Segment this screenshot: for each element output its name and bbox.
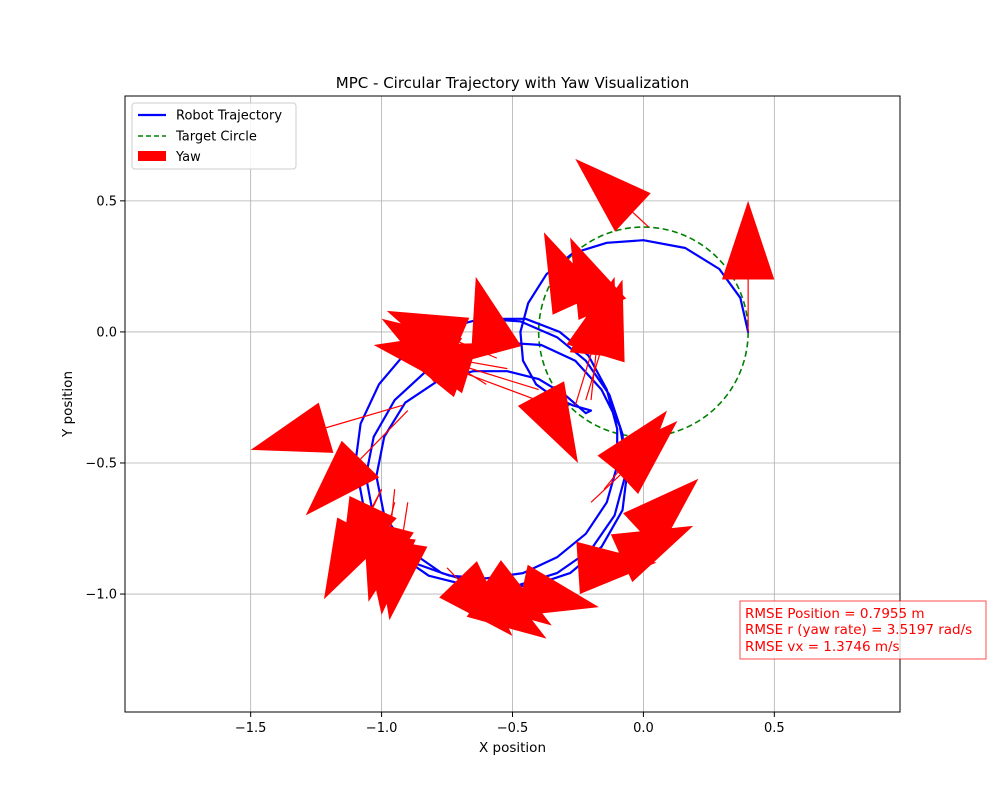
yaw-arrow-shaft	[590, 355, 597, 401]
yaw-arrow	[722, 200, 775, 332]
yaw-arrow	[250, 402, 403, 453]
x-axis-label: X position	[479, 740, 546, 756]
x-tick-label: −1.5	[235, 721, 267, 736]
grid	[125, 96, 900, 712]
x-tick-label: 0.0	[633, 721, 654, 736]
yaw-arrow-head	[569, 276, 622, 358]
yaw-arrow-head	[516, 564, 599, 617]
yaw-arrow	[516, 564, 599, 617]
yaw-arrow-head	[363, 534, 416, 615]
y-axis-label: Y position	[60, 371, 76, 438]
yaw-arrow	[363, 489, 416, 615]
y-tick-label: −0.5	[85, 456, 117, 471]
yaw-arrow	[616, 478, 699, 556]
yaw-arrow-shaft	[611, 557, 622, 564]
yaw-arrow-head	[386, 310, 470, 366]
yaw-arrow-head	[305, 440, 380, 516]
yaw-arrow-head	[597, 410, 667, 489]
yaw-arrow-head	[250, 402, 334, 453]
yaw-arrow-head	[610, 525, 694, 583]
yaw-arrow	[470, 276, 522, 360]
yaw-arrow-head	[517, 381, 578, 463]
yaw-arrow	[386, 310, 498, 366]
rmse-yaw-rate-text: RMSE r (yaw rate) = 3.5197 rad/s	[745, 622, 972, 638]
yaw-arrow-shaft	[590, 474, 621, 503]
x-tick-label: −0.5	[497, 721, 529, 736]
yaw-arrow-head	[623, 478, 699, 552]
yaw-arrow-shaft	[472, 572, 487, 583]
legend-box	[131, 102, 297, 170]
yaw-arrow-shaft	[458, 341, 498, 359]
yaw-arrow-head	[575, 158, 651, 232]
rmse-vx-text: RMSE vx = 1.3746 m/s	[745, 639, 900, 655]
axis-ticks: −1.5 −1.0 −0.5 0.0 0.5 −1.0 −0.5 0.0 0.5	[85, 194, 784, 736]
yaw-arrow-shaft	[574, 351, 593, 406]
yaw-arrow-shaft	[360, 410, 409, 460]
yaw-arrow	[569, 276, 622, 401]
x-tick-label: −1.0	[366, 721, 398, 736]
legend-target-circle-label: Target Circle	[175, 130, 257, 145]
x-tick-label: 0.5	[764, 721, 785, 736]
yaw-arrow	[576, 541, 657, 594]
legend: Robot Trajectory Target Circle Yaw	[131, 102, 297, 170]
yaw-arrow-shaft	[616, 531, 642, 556]
yaw-arrow-shaft	[459, 580, 482, 596]
yaw-arrow	[305, 410, 409, 516]
yaw-arrow-head	[470, 276, 522, 360]
yaw-arrow-shaft	[372, 488, 383, 508]
rmse-annotation-box	[739, 600, 987, 660]
yaw-arrow-shaft	[585, 354, 601, 401]
yaw-arrows	[250, 158, 775, 639]
legend-yaw-label: Yaw	[175, 150, 201, 165]
rmse-annotation: RMSE Position = 0.7955 m RMSE r (yaw rat…	[739, 600, 987, 660]
chart-title: MPC - Circular Trajectory with Yaw Visua…	[336, 74, 689, 92]
yaw-arrow-shaft	[603, 471, 619, 490]
yaw-arrow-shaft	[450, 358, 508, 370]
yaw-arrow-shaft	[447, 359, 487, 385]
yaw-arrow-shaft	[389, 489, 396, 537]
yaw-arrow	[610, 525, 694, 583]
yaw-arrow-shaft	[325, 404, 403, 429]
legend-trajectory-label: Robot Trajectory	[176, 109, 282, 124]
yaw-arrow-shaft	[400, 502, 409, 543]
y-tick-label: −1.0	[85, 588, 117, 603]
y-tick-label: 0.0	[96, 325, 117, 340]
rmse-position-text: RMSE Position = 0.7955 m	[745, 606, 925, 622]
yaw-arrow	[597, 410, 667, 490]
y-tick-label: 0.5	[96, 194, 117, 209]
yaw-arrow-shaft	[446, 567, 459, 580]
yaw-arrow-head	[576, 541, 657, 594]
yaw-arrow-shaft	[632, 211, 650, 228]
yaw-arrow-shaft	[469, 367, 539, 391]
legend-yaw-swatch	[138, 151, 166, 161]
yaw-arrow-head	[722, 200, 775, 280]
yaw-arrow	[517, 381, 578, 463]
yaw-arrow	[575, 158, 651, 232]
